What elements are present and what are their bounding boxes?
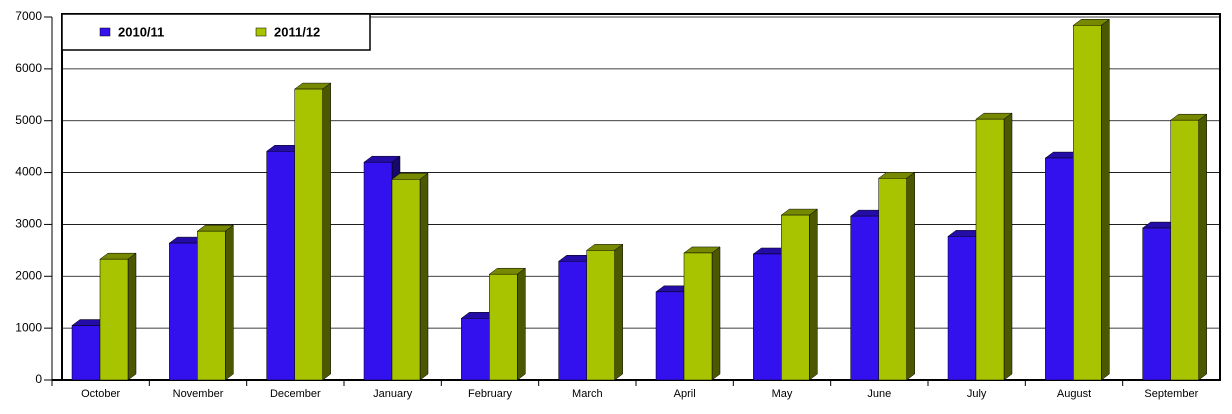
bar-side bbox=[1003, 112, 1013, 381]
y-tick-label: 4000 bbox=[15, 165, 42, 179]
bar bbox=[1073, 25, 1102, 381]
bar bbox=[266, 151, 295, 381]
bar-side bbox=[906, 171, 915, 381]
x-tick-label: December bbox=[270, 388, 321, 400]
x-tick-label: February bbox=[468, 388, 513, 400]
plot-area bbox=[61, 13, 1221, 381]
bar bbox=[1142, 227, 1171, 381]
y-tick-label: 7000 bbox=[15, 9, 42, 23]
bar-side bbox=[809, 208, 818, 381]
x-tick-label: June bbox=[867, 388, 891, 400]
x-tick-label: January bbox=[373, 388, 413, 400]
y-tick-label: 1000 bbox=[15, 320, 42, 334]
bar-side bbox=[127, 252, 137, 381]
bar bbox=[71, 325, 101, 381]
y-tick-label: 6000 bbox=[15, 61, 42, 75]
bar-side bbox=[1101, 18, 1110, 381]
x-tick-label: August bbox=[1057, 388, 1091, 400]
bar bbox=[753, 253, 782, 381]
bar bbox=[975, 118, 1005, 381]
bar bbox=[169, 242, 198, 381]
legend-box bbox=[61, 13, 371, 51]
y-tick-label: 2000 bbox=[15, 268, 42, 282]
x-tick-label: November bbox=[173, 388, 224, 400]
bar-side bbox=[322, 82, 331, 381]
bar bbox=[558, 260, 587, 381]
y-tick-label: 5000 bbox=[15, 113, 42, 127]
x-tick-label: September bbox=[1144, 388, 1198, 400]
legend-swatch bbox=[255, 27, 267, 37]
bar bbox=[586, 250, 615, 381]
x-tick-label: October bbox=[81, 388, 120, 400]
bar bbox=[1170, 119, 1199, 381]
bar-side bbox=[614, 243, 623, 381]
bar bbox=[197, 230, 226, 381]
bar bbox=[294, 88, 323, 381]
bar-side bbox=[225, 224, 234, 381]
legend-label: 2011/12 bbox=[274, 24, 320, 39]
bar bbox=[99, 258, 129, 381]
bar-side bbox=[1198, 113, 1207, 381]
legend-swatch bbox=[99, 27, 111, 37]
bar bbox=[1045, 157, 1074, 381]
bar bbox=[461, 318, 490, 381]
y-tick-label: 0 bbox=[35, 372, 42, 386]
x-tick-label: March bbox=[572, 388, 603, 400]
x-tick-label: July bbox=[967, 388, 987, 400]
y-tick-label: 3000 bbox=[15, 217, 42, 231]
bar bbox=[850, 215, 879, 381]
bar bbox=[391, 179, 421, 381]
bar-side bbox=[517, 267, 526, 381]
x-tick-label: April bbox=[674, 388, 696, 400]
bar-side bbox=[711, 246, 721, 381]
bar bbox=[683, 252, 713, 381]
bar-side bbox=[419, 172, 429, 381]
bar bbox=[781, 214, 810, 381]
bar bbox=[363, 161, 393, 381]
bar bbox=[655, 291, 685, 381]
bar bbox=[947, 236, 977, 381]
x-tick-label: May bbox=[772, 388, 793, 400]
bar bbox=[878, 178, 907, 381]
legend-label: 2010/11 bbox=[118, 24, 164, 39]
bar bbox=[489, 273, 518, 381]
